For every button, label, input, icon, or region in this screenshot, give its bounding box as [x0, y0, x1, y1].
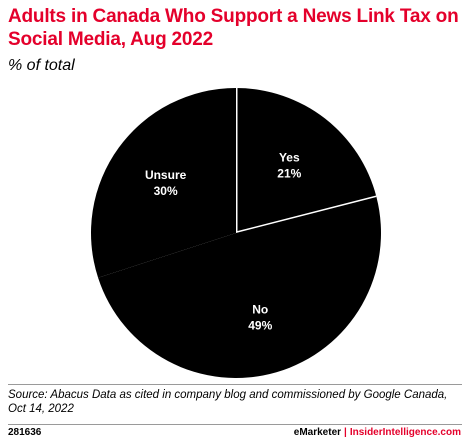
- pie-slice-no: [98, 196, 381, 378]
- source-note: Source: Abacus Data as cited in company …: [8, 389, 448, 415]
- pie-label-value: 21%: [277, 166, 301, 180]
- pie-slice-yes: [236, 88, 377, 233]
- pie-label-no: No 49%: [248, 303, 272, 333]
- source-divider: [8, 384, 462, 385]
- pie-chart: Yes 21% No 49% Unsure 30%: [90, 87, 381, 378]
- brand-name: eMarketer: [293, 427, 342, 438]
- chart-subtitle: % of total: [8, 57, 75, 74]
- chart-id: 281636: [8, 427, 42, 438]
- chart-title: Adults in Canada Who Support a News Link…: [8, 6, 459, 50]
- brand-site: InsiderIntelligence.com: [349, 427, 461, 438]
- pie-label-unsure: Unsure 30%: [145, 168, 187, 198]
- pie-slice-unsure: [90, 87, 236, 278]
- pie-label-name: Unsure: [145, 168, 187, 182]
- footer-brand: eMarketer | InsiderIntelligence.com: [294, 427, 461, 438]
- pie-label-value: 30%: [154, 184, 178, 198]
- brand-separator: |: [344, 427, 347, 438]
- footer-divider: [8, 424, 462, 425]
- pie-label-value: 49%: [248, 319, 272, 333]
- pie-label-name: Yes: [279, 150, 300, 164]
- pie-label-name: No: [252, 303, 268, 317]
- pie-label-yes: Yes 21%: [277, 150, 301, 180]
